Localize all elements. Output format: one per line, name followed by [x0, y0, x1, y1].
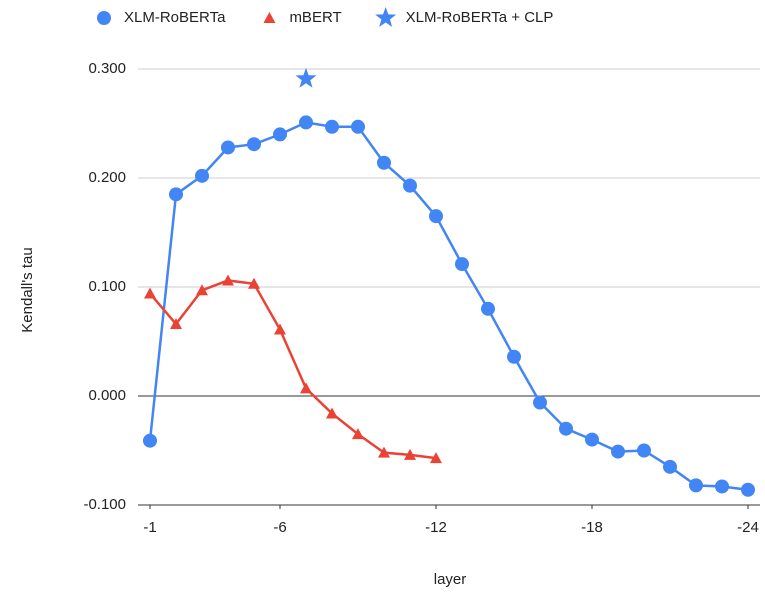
point	[326, 407, 338, 419]
point	[715, 479, 729, 494]
legend-label: XLM-RoBERTa + CLP	[406, 9, 554, 26]
point	[507, 349, 521, 364]
point	[378, 446, 390, 458]
y-tick-label: -0.100	[83, 496, 126, 513]
point	[352, 428, 364, 440]
x-tick-label: -18	[581, 519, 603, 536]
point	[170, 318, 182, 330]
x-axis-title: layer	[434, 571, 467, 588]
point	[143, 433, 157, 448]
point	[248, 277, 260, 289]
point	[169, 187, 183, 202]
y-tick-label: 0.000	[88, 387, 126, 404]
point	[222, 274, 234, 286]
point	[247, 137, 261, 152]
y-tick-label: 0.200	[88, 169, 126, 186]
point	[559, 421, 573, 436]
point	[325, 119, 339, 134]
point	[429, 209, 443, 224]
point	[637, 443, 651, 458]
point	[144, 287, 156, 299]
y-tick-label: 0.100	[88, 278, 126, 295]
point	[295, 67, 317, 88]
point	[377, 155, 391, 170]
point	[430, 452, 442, 464]
point	[299, 115, 313, 130]
point	[533, 395, 547, 410]
legend-label: mBERT	[289, 9, 341, 26]
point	[274, 323, 286, 335]
point	[455, 257, 469, 272]
point	[585, 432, 599, 447]
point	[663, 459, 677, 474]
x-tick-label: -24	[737, 519, 759, 536]
point	[196, 284, 208, 296]
point	[689, 478, 703, 493]
point	[195, 168, 209, 183]
legend-marker	[263, 12, 276, 23]
point	[351, 119, 365, 134]
x-tick-label: -6	[273, 519, 286, 536]
point	[741, 482, 755, 497]
point	[403, 178, 417, 193]
y-axis-title: Kendall's tau	[19, 247, 36, 332]
legend-label: XLM-RoBERTa	[124, 9, 226, 26]
legend-marker	[375, 7, 397, 27]
point	[300, 382, 312, 394]
y-tick-label: 0.300	[88, 60, 126, 77]
series-line	[149, 279, 437, 460]
point	[404, 448, 416, 460]
point	[481, 301, 495, 316]
point	[273, 127, 287, 142]
x-tick-label: -1	[143, 519, 156, 536]
point	[611, 444, 625, 459]
x-tick-label: -12	[425, 519, 447, 536]
legend-marker	[97, 11, 111, 25]
point	[221, 140, 235, 155]
